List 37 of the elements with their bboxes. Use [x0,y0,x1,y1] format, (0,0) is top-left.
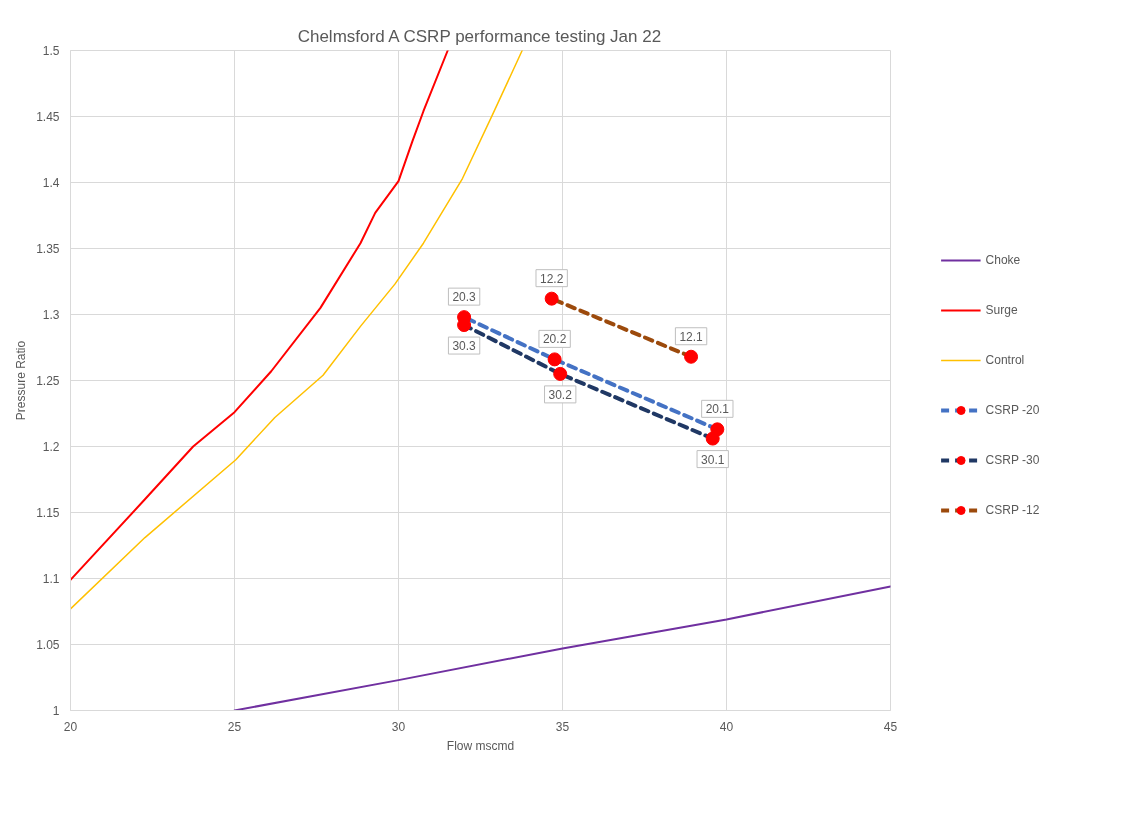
annotation: 20.2 [542,332,567,347]
y-tick-label: 1 [52,704,60,718]
y-tick-label: 1.5 [42,44,60,58]
x-axis-title: Flow mscmd [446,738,515,753]
y-tick-label: 1.4 [42,176,60,190]
x-tick-label: 40 [719,719,734,734]
y-tick-label: 1.1 [42,572,60,586]
legend-label: Choke [985,253,1021,267]
x-tick-label: 45 [883,719,898,734]
annotation: 12.1 [679,329,704,344]
x-tick-label: 20 [63,719,78,734]
annotation: 30.2 [548,387,573,402]
legend-label: Control [985,353,1025,367]
annotation: 30.3 [452,339,477,354]
annotation: 12.2 [540,271,564,286]
annotation: 20.1 [705,402,730,417]
x-tick-label: 35 [555,719,570,734]
x-tick-label: 25 [227,719,242,734]
annotation: 20.3 [452,290,477,305]
y-tick-label: 1.2 [42,440,60,454]
legend-label: CSRP -12 [985,503,1040,517]
legend-label: CSRP -20 [985,403,1040,417]
y-tick-label: 1.35 [36,242,60,256]
y-tick-label: 1.15 [36,506,60,520]
y-axis-title: Pressure Ratio [14,340,29,421]
y-tick-label: 1.45 [36,110,60,124]
line-series [70,50,523,610]
chart-title: Chelmsford A CSRP performance testing Jan 22 [297,26,662,46]
y-tick-label: 1.25 [36,374,60,388]
y-tick-label: 1.3 [42,308,60,322]
legend-label: CSRP -30 [985,453,1040,467]
y-tick-label: 1.05 [36,638,60,652]
line-series [233,585,891,711]
annotation: 30.1 [701,452,725,467]
x-tick-label: 30 [391,719,406,734]
line-series [70,50,449,581]
legend-label: Surge [985,303,1018,317]
